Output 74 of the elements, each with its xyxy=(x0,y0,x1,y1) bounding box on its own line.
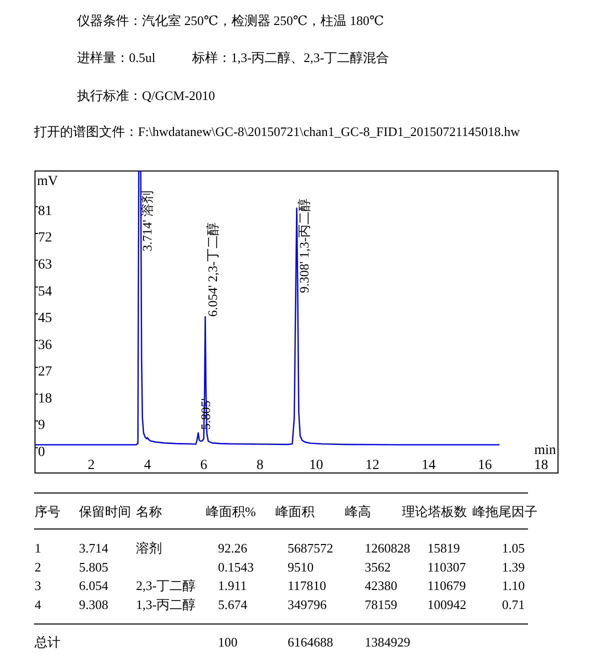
text: 3562 xyxy=(364,559,391,574)
text: 总计 xyxy=(34,634,61,650)
text: 1.10 xyxy=(502,578,525,593)
text: 保留时间 xyxy=(79,504,131,519)
text: 9510 xyxy=(288,559,314,574)
text: 5.674 xyxy=(218,596,248,612)
text: 峰拖尾因子 xyxy=(472,504,538,519)
text: 峰面积 xyxy=(276,504,315,519)
x-tick-label: 12 xyxy=(365,458,380,474)
text: 标样：1,3-丙二醇、2,3-丁二醇混合 xyxy=(191,50,390,65)
y-tick-label: 27 xyxy=(38,364,52,380)
text: 100 xyxy=(218,634,238,650)
y-tick-label: 45 xyxy=(38,311,52,326)
y-tick-label: 9 xyxy=(38,418,45,434)
text: 进样量：0.5ul xyxy=(77,50,156,65)
x-tick-label: 10 xyxy=(309,458,324,474)
text: 汽化室 250℃，检测器 250℃，柱温 180℃ xyxy=(142,12,384,28)
x-tick-label: 14 xyxy=(422,458,436,474)
annotation: 5.805' xyxy=(198,398,214,430)
text: 1.39 xyxy=(502,559,525,574)
x-tick-label: 2 xyxy=(88,458,95,474)
annotation: 6.054' 2,3-丁二醇 xyxy=(205,222,220,317)
text: 峰高 xyxy=(345,504,371,519)
text: 2 xyxy=(34,559,42,574)
text: 4 xyxy=(34,596,42,612)
text: 117810 xyxy=(288,578,326,593)
text: 2,3-丁二醇 xyxy=(136,578,196,593)
x-tick-label: 8 xyxy=(256,458,264,474)
text: 序号 xyxy=(34,504,61,519)
text: 0.71 xyxy=(502,596,525,612)
x-tick-label: 6 xyxy=(200,458,208,474)
text: 3.714 xyxy=(79,540,109,556)
text: 78159 xyxy=(364,596,398,612)
text: 110307 xyxy=(427,559,466,574)
text: 0.1543 xyxy=(218,559,254,574)
text: 42380 xyxy=(364,578,398,593)
x-tick-label: 16 xyxy=(478,458,492,474)
annotation: 9.308' 1,3-丙二醇 xyxy=(296,198,312,293)
y-tick-label: 18 xyxy=(38,391,52,406)
text: 打开的谱图文件：F:\hwdatanew\GC-8\20150721\chan1_GC-8_FID1_20150721145018.hw xyxy=(33,124,521,139)
text: 理论塔板数 xyxy=(402,504,467,519)
x-axis-title: min xyxy=(534,443,556,458)
text: 6.054 xyxy=(79,578,109,593)
x-tick-label: 18 xyxy=(534,458,548,474)
text: 1260828 xyxy=(364,540,410,556)
text: 1.05 xyxy=(502,540,525,556)
text: 5.805 xyxy=(79,559,108,574)
text: 5687572 xyxy=(288,540,334,556)
y-tick-label: 0 xyxy=(38,444,45,460)
y-tick-label: 54 xyxy=(38,284,52,300)
y-tick-label: 81 xyxy=(38,204,52,219)
text: 9.308 xyxy=(79,596,108,612)
text: 349796 xyxy=(288,596,328,612)
text: 执行标准：Q/GCM-2010 xyxy=(77,88,215,103)
text: 1,3-丙二醇 xyxy=(136,596,196,612)
y-tick-label: 63 xyxy=(38,257,52,272)
text: 峰面积% xyxy=(206,504,256,519)
text: 6164688 xyxy=(288,634,334,650)
x-tick-label: 4 xyxy=(144,458,151,474)
text: 1384929 xyxy=(364,634,410,650)
text: 92.26 xyxy=(218,540,248,556)
text: 名称 xyxy=(136,504,162,519)
y-tick-label: 72 xyxy=(38,230,52,246)
text: 15819 xyxy=(427,540,460,556)
text: 1 xyxy=(34,540,42,556)
text: 仪器条件： xyxy=(77,12,142,28)
text: 110679 xyxy=(427,578,466,593)
y-tick-label: 36 xyxy=(38,338,52,353)
y-axis-title: mV xyxy=(37,174,58,190)
text: 1.911 xyxy=(218,578,247,593)
text: 3 xyxy=(34,578,42,593)
annotation: 3.714' 溶剂 xyxy=(139,190,154,252)
text: 100942 xyxy=(427,596,466,612)
text: 溶剂 xyxy=(136,540,162,556)
